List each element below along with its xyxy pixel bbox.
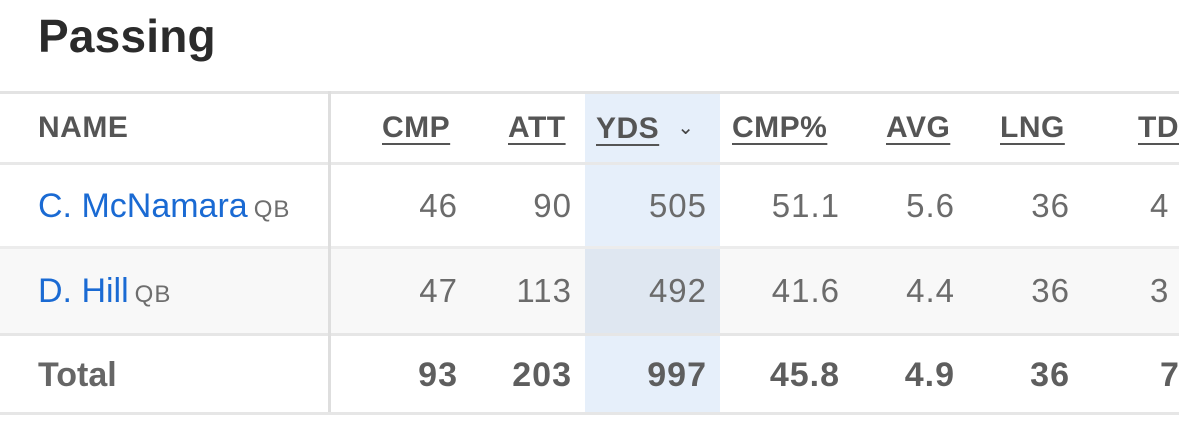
table-bottom-border <box>0 412 1179 415</box>
cell-att: 90 <box>533 187 572 224</box>
header-cmp-pct-label: CMP% <box>732 111 828 144</box>
cell-cmp: 46 <box>419 187 458 224</box>
header-divider <box>0 162 1179 165</box>
header-yds-label: YDS <box>596 112 660 145</box>
header-att-label: ATT <box>508 111 566 144</box>
total-cmp-pct: 45.8 <box>769 356 840 394</box>
table-row-name-cell: C. McNamara QB <box>38 165 290 251</box>
total-avg: 4.9 <box>904 356 955 394</box>
header-avg-label: AVG <box>886 111 951 144</box>
cell-lng: 36 <box>1031 272 1070 309</box>
player-position: QB <box>253 196 291 223</box>
cell-cmp-pct: 41.6 <box>771 272 840 309</box>
passing-table: NAME CMP ATT YDS ⌄ CMP% AVG LNG TD C. McN… <box>0 91 1179 417</box>
table-row-name-cell: D. Hill QB <box>38 249 171 337</box>
header-td-label: TD <box>1138 111 1179 144</box>
section-title: Passing <box>38 10 216 62</box>
header-lng-label: LNG <box>1000 111 1065 144</box>
header-cmp[interactable]: CMP <box>382 94 450 162</box>
cell-cmp: 47 <box>419 272 458 309</box>
total-att: 203 <box>512 356 572 394</box>
sorted-column-highlight-alt <box>585 249 720 333</box>
header-cmp-label: CMP <box>382 111 451 144</box>
sort-chevron-down-icon: ⌄ <box>677 117 695 139</box>
cell-avg: 5.6 <box>906 187 955 224</box>
cell-td: 3 <box>1150 272 1170 309</box>
header-lng[interactable]: LNG <box>1000 94 1065 162</box>
player-link[interactable]: D. Hill <box>38 272 129 310</box>
header-cmp-pct[interactable]: CMP% <box>732 94 827 162</box>
cell-td: 4 <box>1150 187 1170 224</box>
total-yds: 997 <box>647 356 707 394</box>
cell-yds: 492 <box>648 272 707 309</box>
row-divider <box>0 333 1179 336</box>
total-lng: 36 <box>1030 356 1070 394</box>
header-yds[interactable]: YDS ⌄ <box>596 94 694 162</box>
header-avg[interactable]: AVG <box>886 94 950 162</box>
cell-lng: 36 <box>1031 187 1070 224</box>
header-name: NAME <box>38 111 129 144</box>
player-link[interactable]: C. McNamara <box>38 187 248 225</box>
header-td[interactable]: TD <box>1138 94 1179 162</box>
cell-avg: 4.4 <box>906 272 955 309</box>
cell-yds: 505 <box>648 187 707 224</box>
total-label: Total <box>38 356 117 394</box>
total-td: 7 <box>1160 356 1179 394</box>
cell-cmp-pct: 51.1 <box>771 187 840 224</box>
name-column-divider <box>328 91 331 412</box>
table-top-border <box>0 91 1179 94</box>
cell-att: 113 <box>516 272 572 309</box>
row-divider <box>0 246 1179 249</box>
total-cmp: 93 <box>418 356 458 394</box>
header-att[interactable]: ATT <box>508 94 566 162</box>
player-position: QB <box>134 281 172 308</box>
